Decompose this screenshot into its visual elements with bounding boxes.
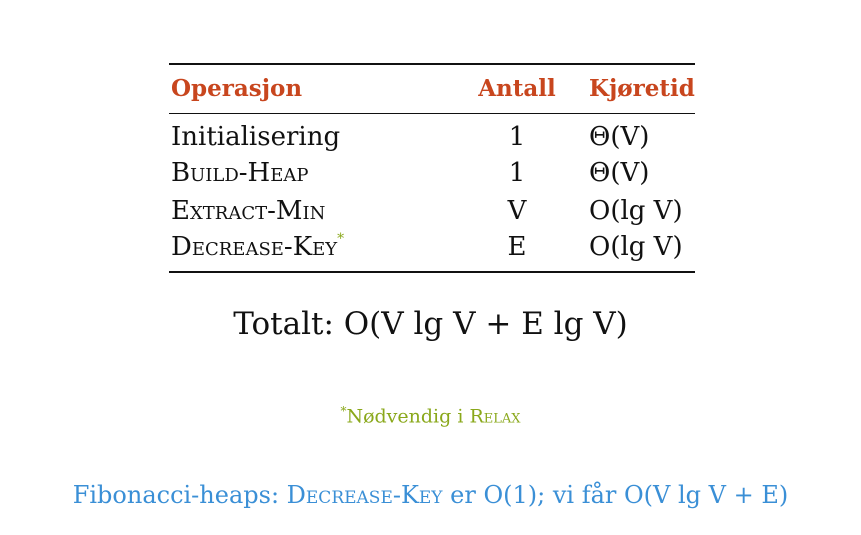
table-mid-rule xyxy=(169,113,695,114)
footnote-star: * xyxy=(340,404,347,418)
table-bottom-rule xyxy=(169,271,695,273)
fib-prefix: Fibonacci-heaps: xyxy=(72,481,287,509)
header-operation: Operasjon xyxy=(171,75,303,102)
row-operation: Initialisering xyxy=(171,122,341,152)
row-runtime: Θ(V) xyxy=(589,122,650,152)
fib-suffix: er O(1); vi får O(V lg V + E) xyxy=(442,481,789,509)
header-count: Antall xyxy=(478,75,556,102)
row-runtime: Θ(V) xyxy=(589,158,650,188)
row-operation: Extract-Min xyxy=(171,196,326,226)
fib-key: Decrease-Key xyxy=(286,481,443,509)
footnote-relax: Relax xyxy=(469,405,521,428)
row-operation-label: Decrease-Key xyxy=(171,232,338,262)
row-operation: Build-Heap xyxy=(171,158,309,188)
row-runtime: O(lg V) xyxy=(589,196,683,226)
header-runtime: Kjøretid xyxy=(589,75,695,102)
footnote-star: * xyxy=(337,231,345,248)
fibonacci-note: Fibonacci-heaps: Decrease-Key er O(1); v… xyxy=(0,481,861,509)
row-operation: Decrease-Key* xyxy=(171,231,345,262)
row-runtime: O(lg V) xyxy=(589,232,683,262)
row-count: E xyxy=(507,232,527,262)
footnote-text: Nødvendig i xyxy=(346,405,470,428)
row-count: 1 xyxy=(508,158,526,188)
row-count: V xyxy=(507,196,527,226)
row-count: 1 xyxy=(508,122,526,152)
footnote: *Nødvendig i Relax xyxy=(0,404,861,427)
total-complexity: Totalt: O(V lg V + E lg V) xyxy=(233,306,628,342)
table-top-rule xyxy=(169,63,695,65)
